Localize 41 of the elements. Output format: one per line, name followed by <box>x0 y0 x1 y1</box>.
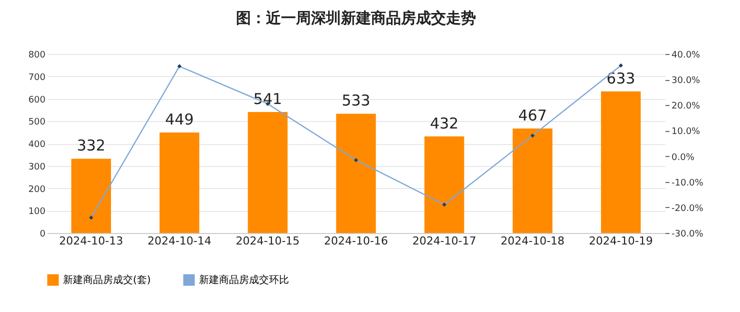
y2-tick-label: 0.0% <box>672 152 695 163</box>
y2-tick-label: 30.0% <box>672 76 701 86</box>
data-label: 449 <box>165 110 194 129</box>
data-label: 432 <box>430 114 459 132</box>
bar <box>336 114 376 233</box>
legend-label: 新建商品房成交环比 <box>199 274 289 286</box>
x-tick-label: 2024-10-16 <box>324 234 388 248</box>
data-label: 533 <box>342 92 370 110</box>
x-tick-label: 2024-10-13 <box>59 234 124 248</box>
chart-title: 图：近一周深圳新建商品房成交走势 <box>236 9 476 27</box>
x-tick-label: 2024-10-15 <box>236 234 300 248</box>
x-tick-label: 2024-10-14 <box>147 234 212 248</box>
y-tick-label: 800 <box>28 50 46 60</box>
data-label: 633 <box>606 69 636 88</box>
y-tick-label: 0 <box>40 230 46 240</box>
y-tick-label: 300 <box>28 162 46 172</box>
y-tick-label: 100 <box>28 207 46 218</box>
y-tick-label: 600 <box>28 95 46 106</box>
y2-tick-label: 20.0% <box>672 102 701 112</box>
y2-tick-label: 40.0% <box>672 50 701 60</box>
legend-label: 新建商品房成交(套) <box>63 274 151 286</box>
data-label: 541 <box>253 90 282 108</box>
y2-tick-label: -30.0% <box>672 230 704 240</box>
bar <box>424 136 464 233</box>
x-tick-label: 2024-10-17 <box>412 234 476 248</box>
bar <box>600 91 641 233</box>
bar <box>160 132 200 233</box>
data-label: 332 <box>76 136 106 155</box>
y2-tick-label: -10.0% <box>672 178 704 188</box>
bar <box>71 158 112 233</box>
x-tick-label: 2024-10-18 <box>500 234 565 248</box>
y2-tick-label: 10.0% <box>672 127 701 138</box>
y-tick-label: 400 <box>28 140 46 150</box>
y-tick-label: 700 <box>28 72 46 83</box>
bar <box>248 112 288 233</box>
y-tick-label: 500 <box>28 118 46 128</box>
x-tick-label: 2024-10-19 <box>588 234 653 248</box>
y2-tick-label: -20.0% <box>672 204 704 214</box>
data-label: 467 <box>518 106 547 125</box>
bar <box>512 128 552 233</box>
y-tick-label: 200 <box>28 184 46 195</box>
